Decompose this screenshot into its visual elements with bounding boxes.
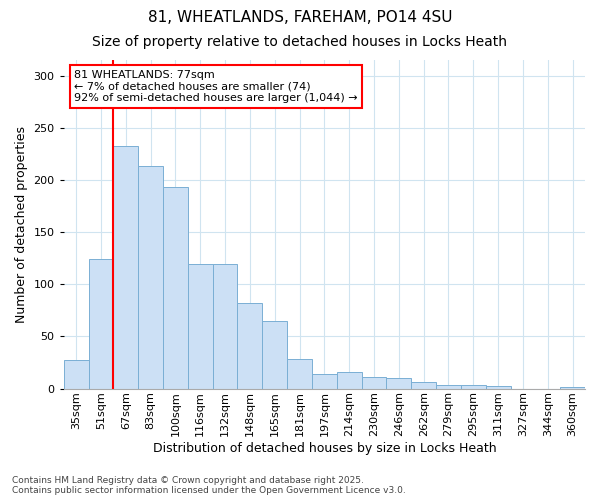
Bar [89,259,113,388]
Bar [113,146,138,388]
Text: 81, WHEATLANDS, FAREHAM, PO14 4SU: 81, WHEATLANDS, FAREHAM, PO14 4SU [148,10,452,25]
Bar [64,360,89,388]
X-axis label: Distribution of detached houses by size in Locks Heath: Distribution of detached houses by size … [152,442,496,455]
Bar [163,187,188,388]
Bar [436,386,461,388]
Text: Contains HM Land Registry data © Crown copyright and database right 2025.
Contai: Contains HM Land Registry data © Crown c… [12,476,406,495]
Bar [262,320,287,388]
Text: 81 WHEATLANDS: 77sqm
← 7% of detached houses are smaller (74)
92% of semi-detach: 81 WHEATLANDS: 77sqm ← 7% of detached ho… [74,70,358,103]
Y-axis label: Number of detached properties: Number of detached properties [15,126,28,323]
Bar [411,382,436,388]
Bar [312,374,337,388]
Bar [337,372,362,388]
Bar [287,360,312,388]
Bar [238,303,262,388]
Bar [486,386,511,388]
Text: Size of property relative to detached houses in Locks Heath: Size of property relative to detached ho… [92,35,508,49]
Bar [461,386,486,388]
Bar [362,377,386,388]
Bar [138,166,163,388]
Bar [386,378,411,388]
Bar [212,264,238,388]
Bar [188,264,212,388]
